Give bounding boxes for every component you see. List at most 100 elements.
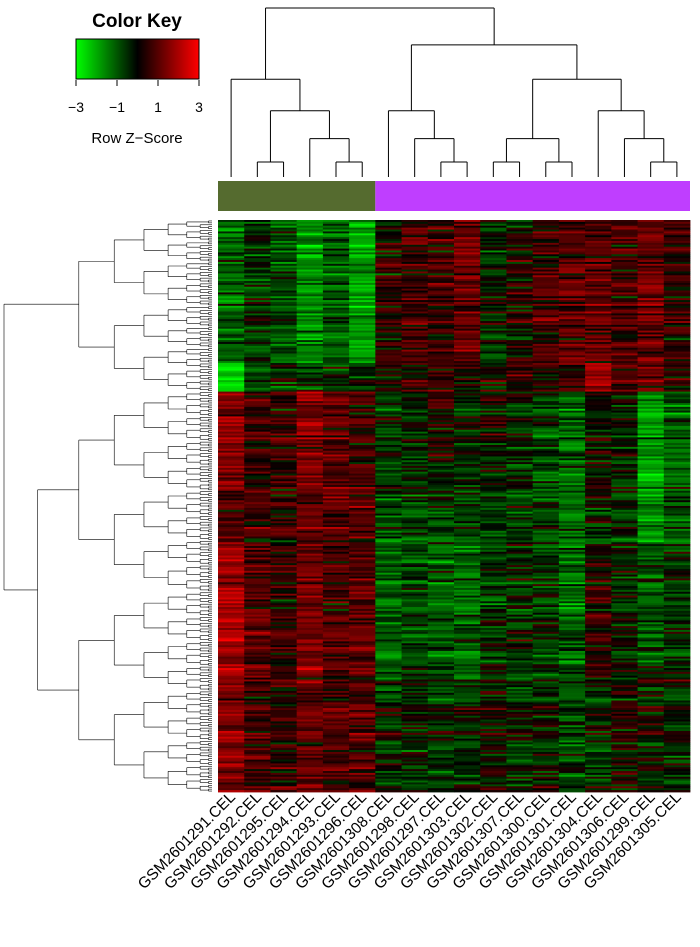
heatmap-cell: [637, 414, 665, 417]
heatmap-cell: [218, 475, 245, 478]
heatmap-cell: [506, 568, 534, 572]
heatmap-cell: [585, 612, 612, 616]
heatmap-cell: [218, 441, 245, 444]
heatmap-cell: [611, 504, 638, 507]
heatmap-cell: [349, 364, 376, 368]
heatmap-cell: [663, 357, 691, 360]
heatmap-cell: [454, 490, 481, 494]
heatmap-cell: [427, 469, 455, 473]
heatmap-cell: [506, 448, 534, 452]
heatmap-cell: [637, 225, 665, 229]
heatmap-cell: [296, 425, 324, 429]
heatmap-cell: [532, 281, 560, 284]
heatmap-cell: [322, 288, 350, 291]
heatmap-cell: [349, 347, 376, 351]
color-key-gradient: [75, 38, 200, 80]
heatmap-cell: [244, 317, 271, 320]
heatmap-cell: [454, 284, 481, 288]
heatmap-cell: [585, 412, 612, 415]
heatmap-cell: [427, 330, 455, 333]
heatmap-cell: [506, 319, 534, 322]
heatmap-cell: [506, 530, 534, 534]
heatmap-cell: [270, 263, 298, 267]
heatmap-cell: [480, 534, 507, 537]
heatmap-cell: [375, 458, 402, 461]
heatmap-cell: [322, 467, 350, 471]
heatmap-cell: [296, 599, 324, 602]
heatmap-cell: [270, 303, 298, 307]
heatmap-cell: [270, 563, 298, 566]
heatmap-cell: [401, 565, 429, 568]
heatmap-cell: [218, 555, 245, 558]
heatmap-cell: [585, 322, 612, 326]
heatmap-cell: [401, 338, 429, 341]
heatmap-cell: [218, 578, 245, 581]
heatmap-cell: [611, 568, 638, 572]
heatmap-cell: [322, 631, 350, 635]
heatmap-cell: [558, 643, 586, 646]
heatmap-cell: [585, 298, 612, 301]
heatmap-cell: [585, 488, 612, 492]
heatmap-cell: [349, 498, 376, 501]
heatmap-cell: [558, 237, 586, 240]
heatmap-cell: [244, 612, 271, 616]
heatmap-cell: [375, 641, 402, 644]
heatmap-cell: [322, 334, 350, 337]
heatmap-cell: [296, 254, 324, 257]
heatmap-cell: [480, 568, 507, 572]
heatmap-cell: [349, 465, 376, 469]
heatmap-cell: [322, 483, 350, 486]
heatmap-cell: [558, 467, 586, 471]
heatmap-cell: [296, 267, 324, 270]
heatmap-cell: [480, 610, 507, 614]
heatmap-cell: [349, 273, 376, 276]
heatmap-cell: [532, 504, 560, 507]
heatmap-cell: [663, 502, 691, 505]
heatmap-cell: [454, 551, 481, 555]
heatmap-cell: [427, 401, 455, 404]
heatmap-cell: [637, 456, 665, 459]
heatmap-cell: [322, 336, 350, 339]
heatmap-cell: [611, 246, 638, 249]
heatmap-cell: [480, 343, 507, 347]
heatmap-cell: [401, 511, 429, 515]
heatmap-cell: [585, 608, 612, 612]
heatmap-cell: [296, 359, 324, 362]
heatmap-cell: [375, 321, 402, 324]
heatmap-cell: [637, 635, 665, 638]
heatmap-cell: [558, 519, 586, 522]
heatmap-cell: [480, 288, 507, 291]
heatmap-cell: [322, 561, 350, 564]
heatmap-cell: [296, 431, 324, 434]
heatmap-cell: [611, 403, 638, 406]
heatmap-cell: [637, 465, 665, 469]
heatmap-cell: [480, 641, 507, 644]
heatmap-cell: [532, 420, 560, 423]
heatmap-cell: [296, 435, 324, 438]
heatmap-cell: [558, 553, 586, 556]
heatmap-cell: [244, 486, 271, 490]
heatmap-cell: [585, 570, 612, 574]
heatmap-cell: [244, 492, 271, 495]
heatmap-cell: [532, 580, 560, 583]
heatmap-cell: [427, 582, 455, 585]
heatmap-cell: [454, 368, 481, 372]
heatmap-cell: [375, 380, 402, 383]
heatmap-cell: [480, 465, 507, 469]
heatmap-cell: [663, 313, 691, 316]
heatmap-cell: [270, 496, 298, 499]
heatmap-cell: [401, 376, 429, 379]
heatmap-cell: [532, 530, 560, 534]
heatmap-cell: [244, 378, 271, 381]
column-dendrogram: [230, 7, 678, 177]
heatmap-cell: [663, 404, 691, 408]
heatmap-cell: [322, 490, 350, 494]
heatmap-cell: [375, 488, 402, 492]
heatmap-cell: [401, 290, 429, 293]
heatmap-cell: [611, 473, 638, 476]
heatmap-cell: [349, 504, 376, 507]
heatmap-cell: [585, 500, 612, 503]
heatmap-cell: [506, 330, 534, 333]
heatmap-cell: [611, 631, 638, 635]
